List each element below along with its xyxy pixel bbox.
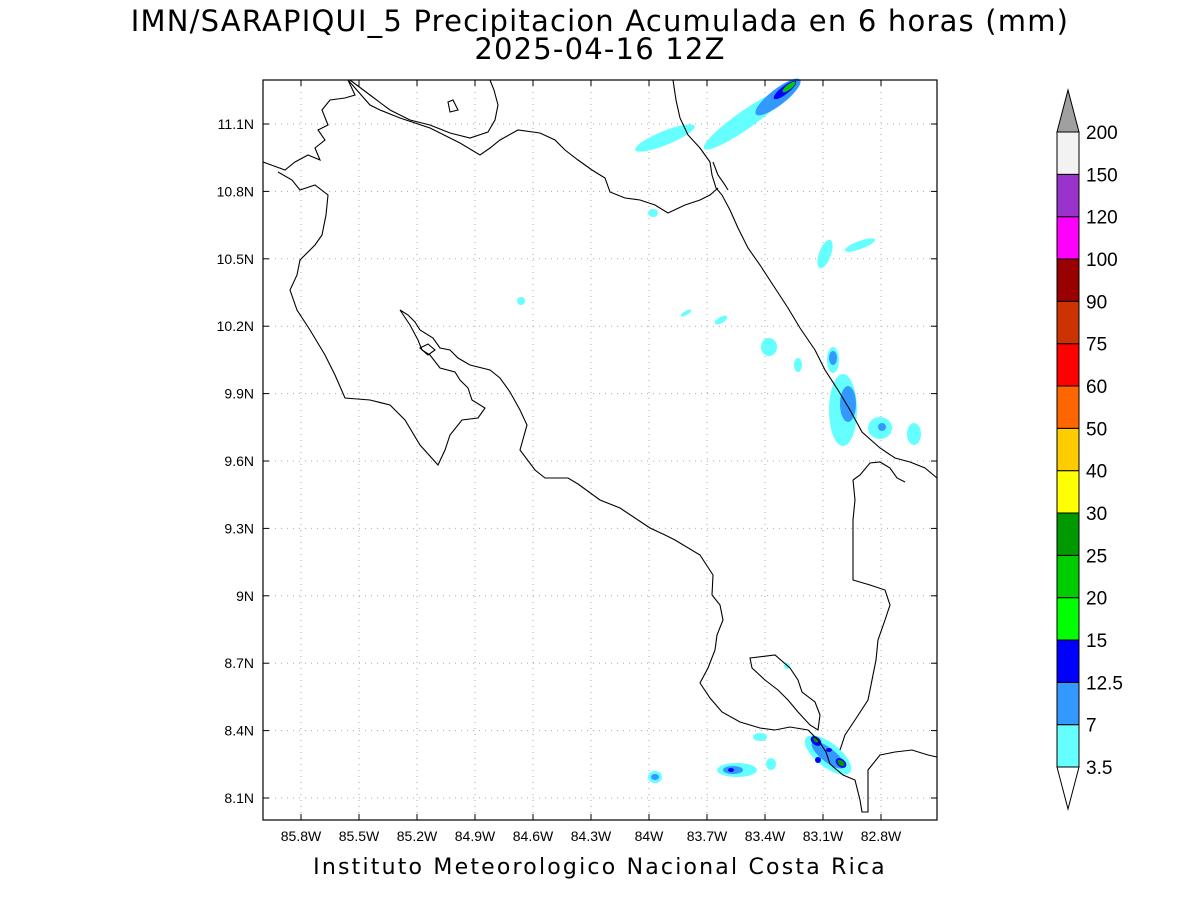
colorbar-swatch (1056, 724, 1080, 768)
y-tick-label: 9.6N (224, 453, 254, 469)
colorbar-swatch (1056, 681, 1080, 726)
x-tick-label: 84.6W (513, 828, 554, 844)
x-tick-label: 83.4W (745, 828, 786, 844)
colorbar-label: 40 (1086, 462, 1107, 483)
colorbar-label: 150 (1086, 165, 1118, 186)
x-tick-label: 85.8W (281, 828, 322, 844)
footer-credit: Instituto Meteorologico Nacional Costa R… (313, 855, 887, 880)
colorbar-label: 75 (1086, 335, 1107, 356)
map-title: IMN/SARAPIQUI_5 Precipitacion Acumulada … (130, 4, 1070, 38)
colorbar-swatch (1056, 554, 1080, 599)
colorbar-swatch (1056, 385, 1080, 429)
colorbar-swatch (1056, 639, 1080, 683)
y-tick-label: 9.9N (224, 386, 254, 402)
colorbar-swatch (1056, 343, 1080, 387)
colorbar-label: 50 (1086, 419, 1107, 440)
x-axis: 85.8W 85.5W 85.2W 84.9W 84.6W 84.3W 84W 83.7W 83… (281, 80, 902, 844)
colorbar-label: 30 (1086, 504, 1107, 525)
colorbar-label: 200 (1086, 123, 1118, 144)
y-tick-label: 8.1N (224, 790, 254, 806)
map-frame (262, 79, 938, 821)
colorbar-swatch (1056, 216, 1080, 260)
colorbar-label: 90 (1086, 292, 1107, 313)
colorbar-over-triangle (1056, 88, 1080, 133)
y-tick-label: 8.4N (224, 723, 254, 739)
colorbar-swatch (1056, 427, 1080, 472)
x-tick-label: 82.8W (861, 828, 902, 844)
colorbar-label: 120 (1086, 208, 1118, 229)
colorbar-label: 60 (1086, 377, 1107, 398)
colorbar-under-triangle (1056, 766, 1080, 811)
y-axis: 11.1N 10.8N 10.5N 10.2N 9.9N 9.6N 9.3N 9N 8.7N 8.… (217, 116, 937, 806)
x-tick-label: 84W (635, 828, 665, 844)
colorbar-swatch (1056, 512, 1080, 556)
colorbar-label: 100 (1086, 250, 1118, 271)
y-tick-label: 10.5N (217, 251, 254, 267)
colorbar-swatch (1056, 173, 1080, 218)
map-subtitle-date: 2025-04-16 12Z (474, 32, 726, 66)
x-tick-label: 83.1W (803, 828, 844, 844)
y-tick-label: 9N (236, 588, 254, 604)
colorbar-label: 3.5 (1086, 758, 1112, 779)
coastline-borders (262, 79, 938, 813)
colorbar-swatch (1056, 258, 1080, 302)
colorbar-label: 7 (1086, 716, 1097, 737)
y-tick-label: 10.2N (217, 318, 254, 334)
y-tick-label: 8.7N (224, 655, 254, 671)
y-tick-label: 10.8N (217, 183, 254, 199)
colorbar-swatch (1056, 597, 1080, 641)
colorbar-legend: 3.5 7 12.5 15 20 25 30 40 50 60 75 90 100 120 150 200 (1056, 88, 1123, 811)
colorbar-label: 15 (1086, 631, 1107, 652)
graticule-grid (263, 80, 937, 820)
y-tick-label: 9.3N (224, 520, 254, 536)
y-tick-label: 11.1N (218, 116, 254, 132)
x-tick-label: 85.5W (339, 828, 380, 844)
colorbar-swatch (1056, 300, 1080, 345)
precipitation-field (517, 78, 921, 783)
colorbar-label: 12.5 (1086, 673, 1123, 694)
colorbar-swatch (1056, 470, 1080, 514)
x-tick-label: 84.3W (571, 828, 612, 844)
x-tick-label: 84.9W (455, 828, 496, 844)
colorbar-swatch (1056, 131, 1080, 175)
colorbar-label: 25 (1086, 546, 1107, 567)
x-tick-label: 83.7W (687, 828, 728, 844)
colorbar-label: 20 (1086, 589, 1107, 610)
x-tick-label: 85.2W (397, 828, 438, 844)
